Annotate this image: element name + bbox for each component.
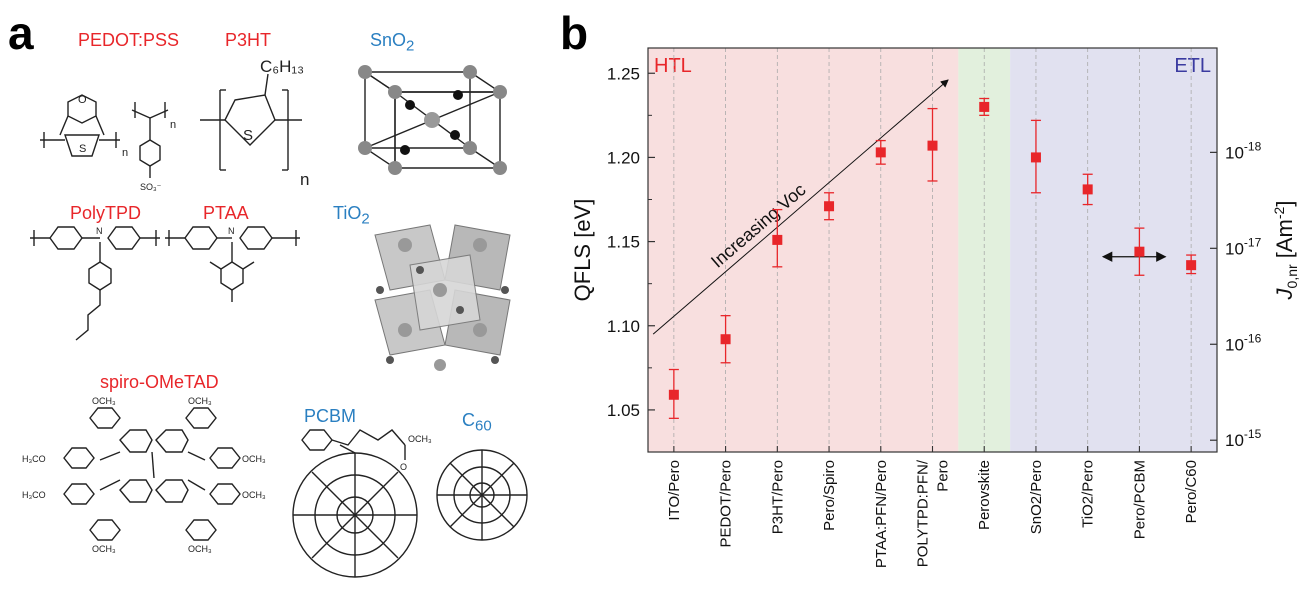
x-tick-label: Pero/PCBM	[1131, 460, 1148, 539]
x-axis: ITO/Pero PEDOT/Pero P3HT/Pero Pero/Spiro PTA…	[666, 446, 1200, 568]
pedot-structure	[40, 94, 120, 157]
p3ht-n: n	[300, 170, 309, 189]
data-point	[875, 147, 886, 158]
y2-label-unitsup: -2	[1271, 206, 1287, 219]
spiro-h3co-1: H₃CO	[22, 454, 46, 464]
qfls-chart: HTL ETL 1.051.101.151.201.25 10-1810-1710…	[570, 47, 1300, 568]
sno2-label: SnO2	[370, 30, 414, 55]
sno2-label-text: SnO	[370, 30, 407, 50]
pss-structure	[131, 102, 169, 178]
polytpd-structure	[30, 226, 160, 341]
spiro-och3-3: OCH₃	[242, 454, 266, 464]
data-point	[1134, 246, 1145, 257]
x-tick-label: Pero/Spiro	[821, 460, 838, 531]
data-point	[1030, 152, 1041, 163]
region-bg	[648, 48, 959, 452]
data-point	[1186, 260, 1197, 271]
x-tick-label: TiO2/Pero	[1080, 460, 1097, 528]
x-tick-label: PEDOT/Pero	[718, 460, 735, 548]
y2-tick-label: 10-18	[1225, 139, 1262, 162]
data-points	[668, 97, 1197, 419]
x-tick-label: Pero/C60	[1183, 460, 1200, 523]
panel-b: b HTL ETL 1.05 1.10 1.15 1.20 1.25 10-18 10-17…	[540, 0, 1306, 595]
pedot-pss-label: PEDOT:PSS	[78, 30, 180, 50]
p3ht-c6h13: C₆H₁₃	[260, 57, 304, 76]
y-axis: 1.05 1.10 1.15 1.20 1.25	[607, 64, 655, 453]
increasing-arrow	[652, 79, 949, 335]
p3ht-structure	[200, 73, 302, 171]
p3ht-s: S	[243, 127, 253, 144]
spiro-label: spiro-OMeTAD	[100, 372, 219, 392]
data-point	[668, 389, 679, 400]
y-tick-label: 1.10	[607, 317, 640, 336]
y2-label-main: J	[1272, 287, 1297, 300]
pcbm-och3: OCH₃	[408, 434, 432, 444]
y2-axis: 10-18 10-17 10-16 10-15	[1210, 139, 1262, 450]
y2-tick-label: 10-16	[1225, 331, 1262, 354]
tio2-atoms	[374, 224, 511, 371]
sno2-atoms	[358, 65, 507, 175]
x-tick-label: ITO/Pero	[666, 460, 683, 521]
data-point	[1082, 184, 1093, 195]
pedot-o1: O	[78, 94, 87, 106]
pedot-s: S	[79, 143, 86, 155]
spiro-och3-4: OCH₃	[242, 490, 266, 500]
region-label-etl: ETL	[1174, 55, 1211, 77]
y2-label-close: ]	[1272, 201, 1297, 207]
ptaa-n: N	[228, 226, 235, 236]
spiro-h3co-2: H₃CO	[22, 490, 46, 500]
x-tick-label: P3HT/Pero	[769, 460, 786, 534]
tio2-label-sub: 2	[361, 210, 370, 228]
y-tick-label: 1.20	[607, 148, 640, 167]
y2-axis-label: J0,nr [Am-2]	[1271, 201, 1300, 301]
c60-label-sub: 60	[475, 417, 492, 435]
pcbm-label: PCBM	[304, 406, 357, 426]
x-tick-label: SnO2/Pero	[1028, 460, 1045, 534]
region-bg	[1010, 48, 1217, 452]
y2-tick-label: 10-15	[1225, 427, 1262, 450]
c60-label: C60	[462, 410, 492, 435]
polytpd-label: PolyTPD	[70, 203, 142, 223]
x-tick-label: POLYTPD:PFN/	[915, 459, 932, 567]
spiro-och3-6: OCH₃	[188, 544, 212, 554]
data-point	[772, 234, 783, 245]
data-point	[824, 201, 835, 212]
ptaa-structure	[165, 226, 300, 302]
spiro-structure	[63, 407, 241, 541]
polytpd-n: N	[96, 226, 103, 236]
tio2-label: TiO2	[333, 203, 370, 228]
spiro-och3-1: OCH₃	[92, 396, 116, 406]
c60-structure	[436, 449, 528, 541]
pss-n: n	[170, 119, 176, 131]
sno2-label-sub: 2	[406, 37, 415, 55]
pss-so3: SO₃⁻	[140, 182, 162, 192]
panel-b-letter: b	[560, 7, 589, 59]
ptaa-label: PTAA	[203, 203, 249, 223]
chemical-structures: O S n n SO₃⁻ S C₆H₁₃ n N N OCH₃ OCH₃ H₃C…	[22, 57, 528, 578]
tio2-label-text: TiO	[333, 203, 362, 223]
x-tick-label: PTAA:PFN/Pero	[873, 460, 890, 568]
y-tick-label: 1.25	[607, 64, 640, 83]
region-label-htl: HTL	[654, 55, 692, 77]
data-point	[979, 101, 990, 112]
y2-tick-label: 10-17	[1225, 235, 1262, 258]
c60-label-text: C	[462, 410, 475, 430]
p3ht-label: P3HT	[225, 30, 272, 50]
pcbm-structure	[292, 429, 418, 578]
y2-label-sub: 0,nr	[1284, 264, 1300, 288]
x-tick-label: Perovskite	[976, 460, 993, 530]
y-tick-label: 1.15	[607, 233, 640, 252]
data-point	[720, 334, 731, 345]
x-tick-label: Pero	[935, 460, 952, 492]
y-axis-label: QFLS [eV]	[570, 199, 595, 302]
y-tick-label: 1.05	[607, 401, 640, 420]
pcbm-o: O	[400, 462, 407, 472]
panel-a: a PEDOT:PSS P3HT SnO2 PolyTPD PTAA TiO2 …	[0, 0, 540, 595]
data-point	[927, 140, 938, 151]
y2-label-unit: [Am	[1272, 219, 1297, 264]
spiro-och3-5: OCH₃	[92, 544, 116, 554]
pedot-n: n	[122, 147, 128, 159]
panel-a-letter: a	[8, 7, 34, 59]
spiro-och3-2: OCH₃	[188, 396, 212, 406]
